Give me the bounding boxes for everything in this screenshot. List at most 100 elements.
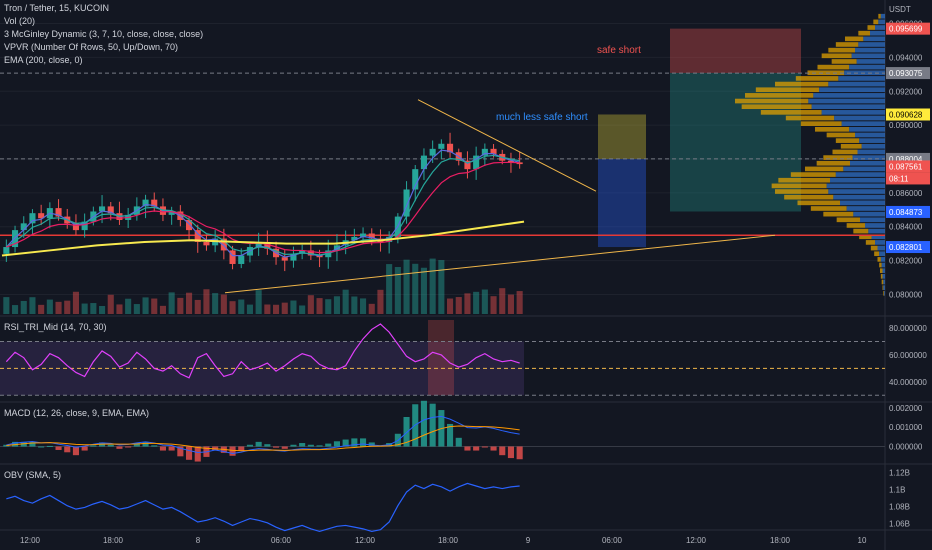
price-label: 0.087561 [889, 162, 923, 171]
macd-histogram-bar [481, 446, 488, 448]
time-tick-label: 06:00 [271, 536, 292, 545]
vpvr-bar [823, 155, 853, 160]
candle-body [438, 143, 445, 149]
candle-body [151, 199, 158, 207]
macd-histogram-bar [490, 446, 497, 451]
volume-bar [360, 298, 367, 314]
volume-bar [107, 294, 114, 314]
price-label: 0.082801 [889, 243, 923, 252]
legend-vpvr: VPVR (Number Of Rows, 50, Up/Down, 70) [4, 42, 179, 52]
volume-bar [516, 291, 523, 314]
price-label-bg [886, 160, 930, 173]
candle-body [38, 213, 45, 219]
candle-body [412, 169, 419, 190]
obv-tick-label: 1.08B [889, 503, 910, 512]
macd-histogram-bar [255, 441, 262, 447]
volume-bar [38, 304, 45, 314]
volume-bar [464, 293, 471, 314]
price-label: 0.084873 [889, 208, 923, 217]
price-label-bg [886, 67, 930, 80]
volume-bar [412, 263, 419, 314]
price-label-bg [886, 108, 930, 121]
obv-panel[interactable] [6, 482, 520, 533]
vpvr-bar [875, 240, 885, 245]
candle-body [447, 143, 454, 153]
price-tick-label: 0.094000 [889, 53, 923, 62]
volume-bar [159, 305, 166, 314]
macd-histogram-bar [342, 439, 349, 447]
candle-body [368, 233, 375, 239]
price-label-bg [886, 172, 930, 185]
candle-body [351, 236, 358, 241]
macd-histogram-bar [403, 416, 410, 447]
vpvr-bar [828, 189, 885, 194]
vpvr-bar [815, 126, 850, 132]
candle-body [142, 199, 149, 207]
volume-bar [342, 289, 349, 314]
macd-histogram-bar [125, 446, 132, 448]
vpvr-bar [836, 217, 860, 223]
vpvr-bar [755, 87, 820, 93]
price-axis[interactable]: USDT0.0960000.0940000.0920000.0900000.08… [886, 5, 930, 529]
macd-histogram-bar [55, 446, 62, 450]
macd-panel[interactable] [0, 400, 885, 462]
volume-bar [481, 289, 488, 314]
time-tick-label: 18:00 [770, 536, 791, 545]
vpvr-bar [846, 206, 885, 211]
volume-bar [447, 298, 454, 314]
volume-bar [142, 297, 149, 314]
macd-histogram-bar [168, 446, 175, 451]
vpvr-bar [775, 189, 829, 194]
volume-bar [229, 301, 236, 314]
volume-bar [133, 304, 140, 314]
time-axis[interactable]: 12:00 18:00 8 06:00 12:00 18:00 9 06:00 12:00 18:… [20, 536, 867, 545]
less-safe-short-stop-zone [598, 114, 646, 159]
macd-histogram-bar [212, 446, 219, 450]
macd-histogram-bar [159, 446, 166, 451]
candle-body [255, 241, 262, 248]
vpvr-bar [859, 138, 885, 143]
vpvr-bar [880, 13, 885, 19]
vpvr-bar [835, 172, 885, 177]
price-label: 0.090628 [889, 111, 923, 120]
volume-bar [499, 288, 506, 314]
vpvr-bar [859, 234, 872, 240]
macd-histogram-bar [151, 445, 158, 447]
macd-histogram-bar [273, 446, 280, 448]
macd-histogram-bar [307, 444, 314, 447]
vpvr-bar [870, 30, 885, 36]
vpvr-bar [821, 110, 885, 115]
rsi-panel[interactable] [0, 320, 885, 396]
legend-mcginley: 3 McGinley Dynamic (3, 7, 10, close, clo… [4, 29, 204, 39]
volume-bar [64, 300, 71, 314]
macd-histogram-bar [186, 446, 193, 460]
vpvr-bar [838, 76, 885, 81]
volume-bar [307, 295, 314, 314]
macd-histogram-bar [447, 423, 454, 447]
vpvr-bar [849, 126, 885, 132]
macd-tick-label: 0.000000 [889, 443, 923, 452]
candle-body [281, 257, 288, 261]
price-tick-label: 0.090000 [889, 121, 923, 130]
mcginley-line [5, 149, 520, 258]
obv-tick-label: 1.12B [889, 468, 910, 477]
less-safe-short-target-zone [598, 159, 646, 248]
legend-obv: OBV (SMA, 5) [4, 470, 62, 480]
candle-body [490, 148, 497, 154]
vpvr-bar [884, 290, 885, 296]
volume-bar [429, 258, 436, 314]
vpvr-bar [868, 228, 885, 234]
volume-bar [368, 303, 375, 314]
volume-bar [186, 292, 193, 314]
vpvr-bar [865, 240, 875, 245]
vpvr-bar [828, 81, 885, 87]
vpvr-bar [873, 19, 879, 25]
volume-bar [203, 289, 210, 314]
macd-histogram-bar [507, 446, 514, 459]
vpvr-bar [852, 155, 885, 160]
price-tick-label: 0.092000 [889, 87, 923, 96]
macd-histogram-bar [107, 444, 114, 447]
vpvr-bar [881, 262, 885, 268]
